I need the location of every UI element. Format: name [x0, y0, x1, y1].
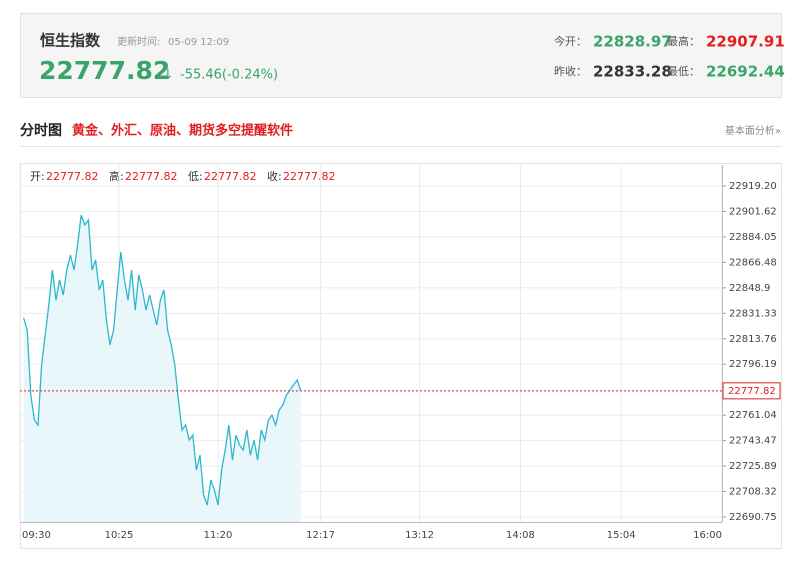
- info-value: 22777.82: [125, 170, 178, 183]
- x-tick-label: 14:08: [506, 530, 535, 541]
- y-tick-label: 22901.62: [729, 206, 777, 217]
- section-title: 分时图: [20, 122, 62, 139]
- open: 22828.97: [593, 33, 672, 51]
- info-label: 收:: [267, 169, 282, 183]
- prev-close-label: 昨收：: [554, 64, 587, 78]
- x-tick-label: 16:00: [693, 530, 722, 541]
- y-tick-label: 22813.76: [729, 334, 777, 345]
- header-box: [20, 13, 782, 98]
- y-tick-label: 22743.47: [729, 436, 777, 447]
- info-value: 22777.82: [46, 170, 99, 183]
- price-line: [22, 214, 302, 506]
- open-label: 今开：: [554, 34, 587, 48]
- info-row: 开: 22777.82 高: 22777.82 低: 22777.82 收: 22777.82: [30, 169, 336, 183]
- x-tick-label: 10:25: [105, 530, 134, 541]
- y-tick-label: 22831.33: [729, 308, 777, 319]
- y-tick-label: 22884.05: [729, 232, 777, 243]
- x-tick-label: 12:17: [306, 530, 335, 541]
- x-tick-label: 15:04: [607, 530, 636, 541]
- low: 22692.44: [706, 63, 785, 81]
- y-tick-label: 22796.19: [729, 359, 777, 370]
- update-time: 05-09 12:09: [168, 37, 229, 48]
- x-tick-label: 09:30: [22, 530, 51, 541]
- price: 22777.82: [39, 56, 170, 85]
- plot: 22919.20 22901.62 22884.05 22866.48 22848.9 2…: [19, 165, 781, 541]
- y-tick-label: 22866.48: [729, 257, 777, 268]
- info-value: 22777.82: [283, 170, 336, 183]
- y-tick-label: 22708.32: [729, 487, 777, 498]
- promo-link[interactable]: 黄金、外汇、原油、期货多空提醒软件: [72, 123, 293, 139]
- info-label: 低:: [188, 170, 203, 183]
- analysis-link[interactable]: 基本面分析»: [725, 124, 781, 137]
- current-price-label: 22777.82: [728, 386, 776, 397]
- info-label: 高:: [109, 169, 124, 183]
- x-tick-label: 13:12: [405, 530, 434, 541]
- y-tick-label: 22690.75: [729, 512, 777, 523]
- x-tick-label: 11:20: [204, 530, 233, 541]
- info-value: 22777.82: [204, 170, 257, 183]
- low-label: 最低：: [667, 65, 700, 78]
- title: 恒生指数: [40, 32, 101, 50]
- info-label: 开:: [30, 170, 45, 183]
- current-price-box: [722, 382, 781, 400]
- area: [23, 215, 301, 522]
- prev-close: 22833.28: [593, 63, 672, 81]
- high: 22907.91: [706, 33, 785, 51]
- y-tick-label: 22725.89: [729, 461, 777, 472]
- change: -55.46(-0.24%): [180, 68, 278, 83]
- y-tick-label: 22919.20: [729, 181, 777, 192]
- arrow: ↓: [162, 67, 174, 83]
- high-label: 最高：: [667, 34, 700, 48]
- y-tick-label: 22761.04: [729, 410, 777, 421]
- y-tick-label: 22848.9: [729, 283, 770, 294]
- update-label: 更新时间:: [117, 35, 160, 48]
